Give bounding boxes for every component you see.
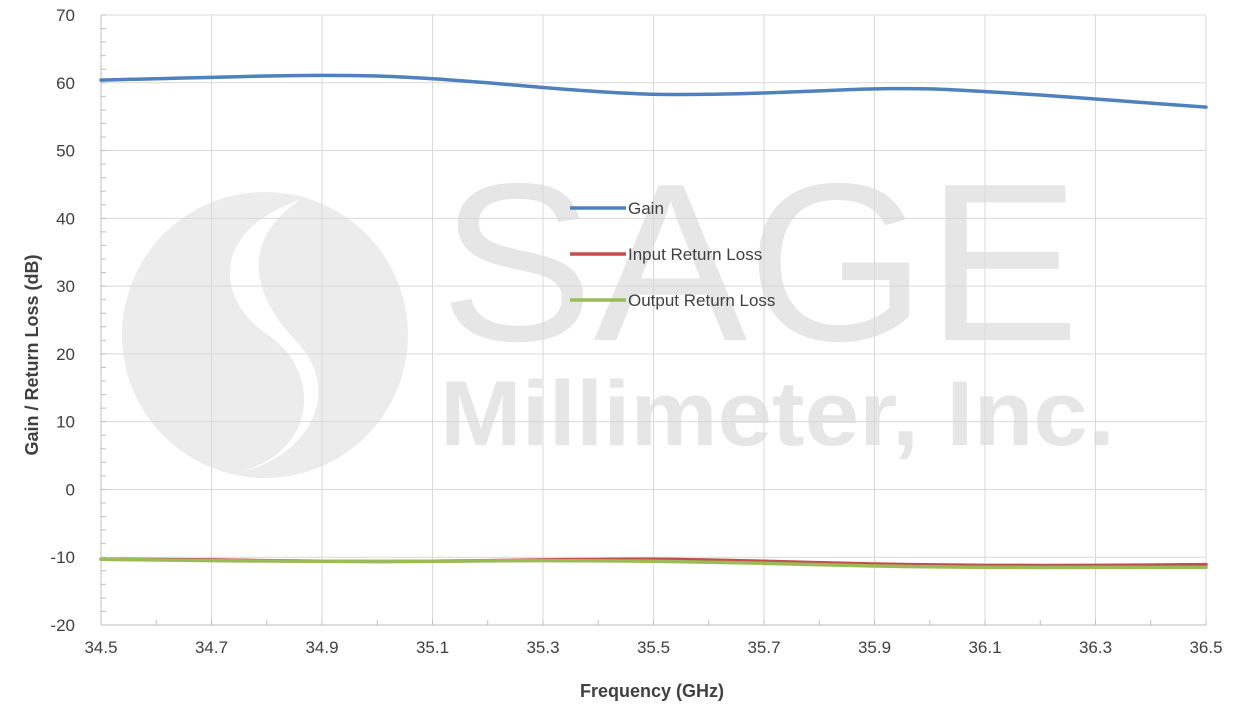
y-tick-label: 70 xyxy=(56,6,75,25)
watermark-logo-swirl xyxy=(229,200,319,472)
y-tick-label: 20 xyxy=(56,345,75,364)
x-tick-label: 35.7 xyxy=(747,638,780,657)
series-line-2 xyxy=(99,557,1208,570)
x-tick-label: 35.3 xyxy=(526,638,559,657)
series-lines xyxy=(99,73,1208,570)
x-tick-label: 35.1 xyxy=(416,638,449,657)
axes: 34.5 34.7 34.9 35.1 35.3 35.5 35.7 35.9 36.1 36.3… xyxy=(50,6,1222,657)
watermark-sub-text: Millimeter, Inc. xyxy=(440,363,1115,465)
legend: Gain Input Return Loss Output Return Loss xyxy=(570,199,775,310)
x-tick-label: 36.3 xyxy=(1079,638,1112,657)
x-tick-label: 35.9 xyxy=(858,638,891,657)
x-tick-label: 34.7 xyxy=(195,638,228,657)
series-line-0 xyxy=(99,73,1208,109)
watermark: SAGE Millimeter, Inc. xyxy=(122,136,1115,478)
y-tick-label: 50 xyxy=(56,142,75,161)
legend-label-1: Input Return Loss xyxy=(628,245,762,264)
y-tick-label: -10 xyxy=(50,548,75,567)
legend-label-0: Gain xyxy=(628,199,664,218)
x-tick-label: 36.1 xyxy=(968,638,1001,657)
x-axis-title: Frequency (GHz) xyxy=(580,681,724,701)
x-tick-label: 36.5 xyxy=(1189,638,1222,657)
legend-label-2: Output Return Loss xyxy=(628,291,775,310)
grid xyxy=(100,14,1207,626)
y-tick-label: 40 xyxy=(56,209,75,228)
watermark-logo-circle xyxy=(122,192,408,478)
y-axis-title: Gain / Return Loss (dB) xyxy=(22,254,42,455)
y-tick-label: 10 xyxy=(56,413,75,432)
y-tick-label: 0 xyxy=(66,480,75,499)
y-tick-label: 30 xyxy=(56,277,75,296)
watermark-main-text: SAGE xyxy=(440,136,1080,388)
x-tick-label: 34.9 xyxy=(305,638,338,657)
y-tick-label: -20 xyxy=(50,616,75,635)
y-tick-label: 60 xyxy=(56,74,75,93)
x-tick-label: 34.5 xyxy=(84,638,117,657)
x-tick-label: 35.5 xyxy=(637,638,670,657)
